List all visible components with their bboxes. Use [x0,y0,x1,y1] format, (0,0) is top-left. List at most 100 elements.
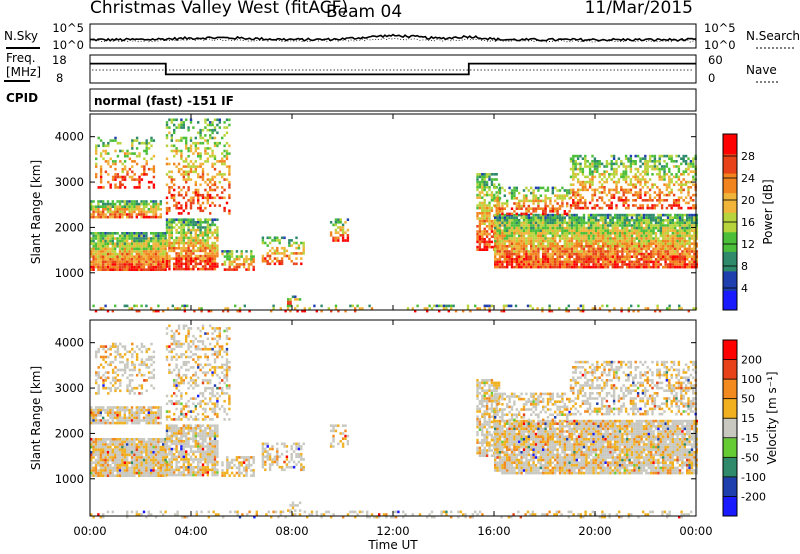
data-cell [498,260,502,264]
data-cell [563,247,566,251]
data-cell [99,265,102,269]
data-cell [692,178,695,181]
data-cell [668,178,671,181]
data-cell [576,154,580,158]
data-cell [610,178,613,181]
data-cell [209,231,212,234]
data-cell [510,219,514,222]
data-cell [497,204,501,207]
data-cell [209,267,212,271]
data-cell [621,237,624,240]
data-cell [150,215,153,219]
data-cell [520,229,523,232]
data-cell [102,440,105,444]
data-cell [135,461,138,464]
data-cell [339,218,342,221]
data-cell [150,247,153,251]
data-cell [669,242,672,245]
data-cell [597,224,600,227]
data-cell [558,207,562,210]
data-cell [681,234,684,238]
data-cell [192,226,195,229]
data-cell [296,298,299,301]
data-cell [554,234,557,238]
data-cell [116,438,119,441]
data-cell [337,226,340,229]
data-cell [628,237,631,240]
data-cell [638,260,641,264]
data-cell [165,212,169,215]
data-cell [140,208,143,211]
data-cell [106,458,110,462]
data-cell [640,242,643,245]
data-cell [270,309,273,313]
data-cell [192,239,195,242]
data-cell [157,242,160,245]
data-cell [612,188,616,192]
data-cell [632,183,635,186]
data-cell [693,255,696,258]
data-cell [614,239,617,243]
data-cell [542,265,545,269]
data-cell [346,236,350,240]
data-cell [128,440,131,444]
data-cell [574,162,577,166]
data-cell [546,260,550,264]
data-cell [185,249,188,253]
data-cell [240,263,243,266]
data-cell [106,245,110,248]
data-cell [650,234,653,238]
data-cell [498,186,502,190]
data-cell [114,258,117,261]
data-cell [608,199,611,202]
data-cell [610,196,613,199]
data-cell [201,170,205,174]
data-cell [121,213,124,216]
data-cell [513,247,516,251]
data-cell [490,230,494,233]
data-cell [204,254,207,258]
data-cell [485,209,489,212]
data-cell [204,231,207,234]
data-cell [271,239,274,242]
data-cell [90,469,93,472]
data-cell [570,216,574,219]
data-cell [635,255,638,258]
data-cell [647,232,650,235]
data-cell [199,204,202,207]
data-cell [152,154,156,158]
data-cell [591,165,594,168]
data-cell [462,309,465,313]
data-cell [602,245,605,248]
data-cell [692,175,695,179]
data-cell [152,258,155,261]
data-cell [107,160,110,163]
data-cell [506,199,509,203]
data-cell [656,304,659,308]
data-cell [527,250,530,253]
data-cell [177,247,181,250]
data-cell [341,228,345,232]
data-cell [199,218,202,221]
data-cell [194,144,197,148]
data-cell [621,252,624,256]
data-cell [116,260,119,264]
data-cell [532,232,535,235]
data-cell [90,458,93,462]
data-cell [194,136,197,140]
data-cell [575,263,578,266]
data-cell [138,210,141,214]
data-cell [544,221,547,225]
data-cell [268,236,272,240]
data-cell [142,242,146,245]
data-cell [94,215,98,219]
data-cell [645,234,648,238]
data-cell [90,456,93,459]
data-cell [240,250,243,253]
data-cell [681,258,684,261]
data-cell [500,309,503,313]
data-cell [657,221,660,225]
data-cell [140,466,143,470]
data-cell [520,258,523,261]
data-cell [561,219,564,222]
